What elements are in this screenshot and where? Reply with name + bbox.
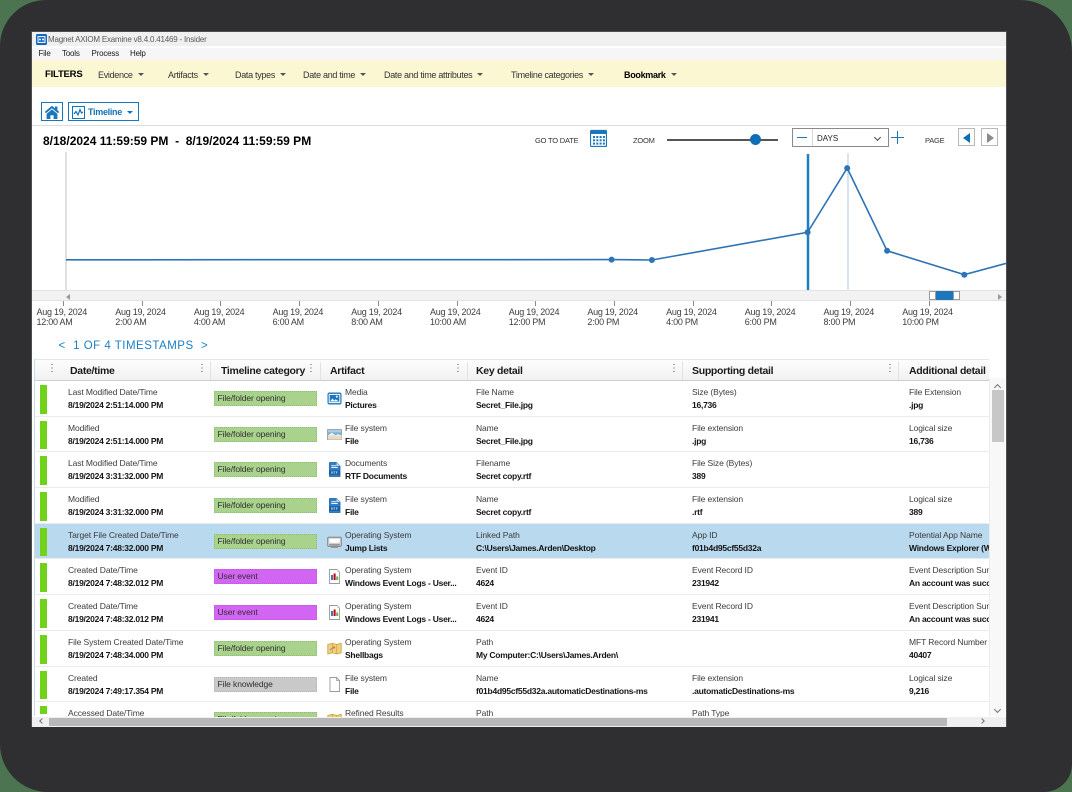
svg-text:RTF: RTF (331, 471, 339, 475)
svg-text:RTF: RTF (331, 507, 339, 511)
